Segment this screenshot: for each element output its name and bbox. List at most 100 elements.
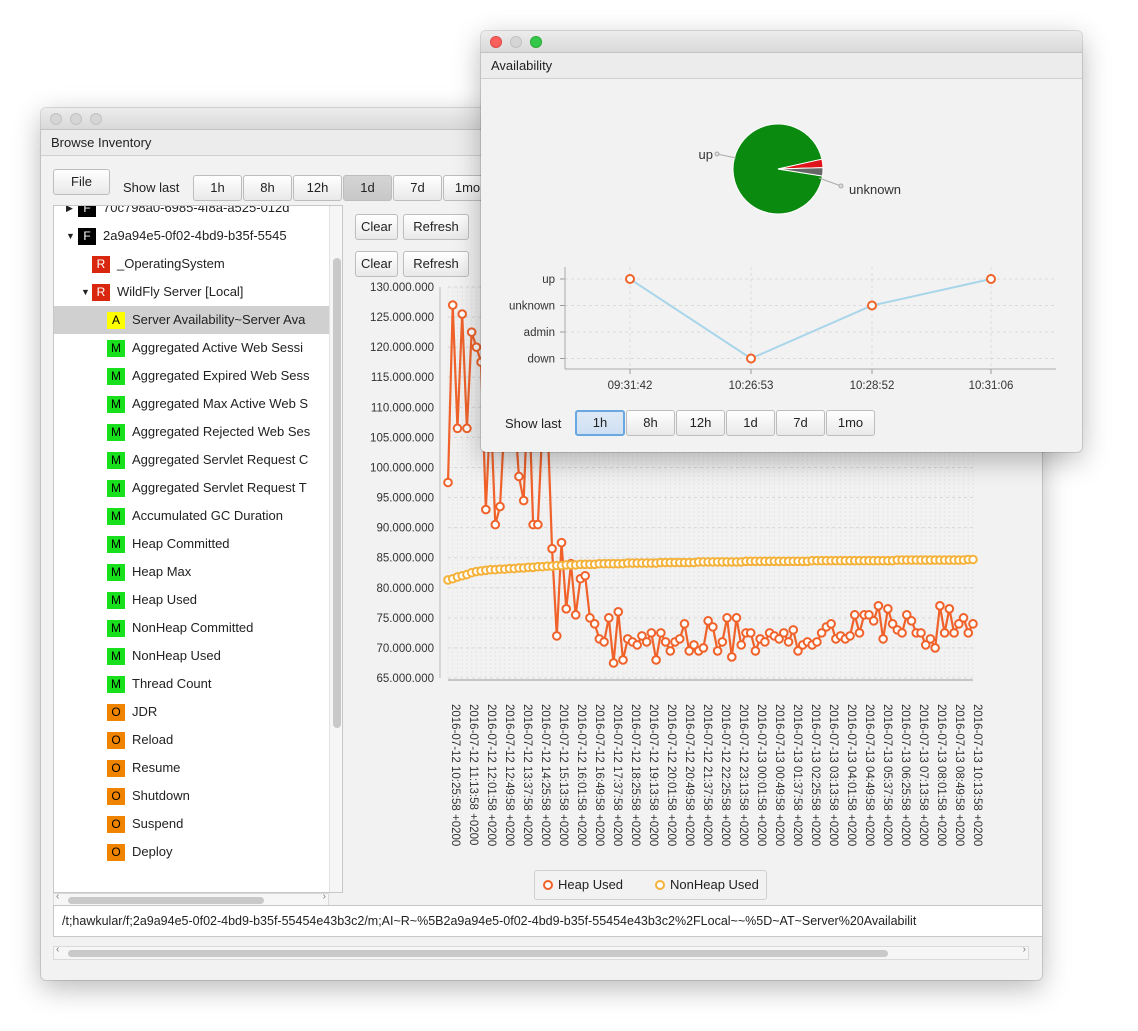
data-point[interactable] — [864, 610, 874, 620]
pie-slice-unknown[interactable] — [777, 167, 824, 177]
data-point[interactable] — [660, 637, 671, 647]
data-point[interactable] — [920, 640, 931, 650]
data-point[interactable] — [954, 619, 964, 629]
availability-point[interactable] — [867, 300, 877, 311]
data-point[interactable] — [878, 634, 888, 644]
data-point[interactable] — [561, 604, 572, 614]
tree-vertical-scrollbar[interactable] — [329, 206, 342, 892]
data-point[interactable] — [854, 628, 865, 638]
disclosure-expanded-icon[interactable]: ▼ — [81, 287, 90, 297]
data-point[interactable] — [585, 613, 595, 623]
scroll-left-arrow-icon[interactable]: ‹ — [56, 891, 60, 902]
data-point[interactable] — [968, 554, 978, 565]
tree-item[interactable]: ▶ F 70c798a0-6985-4f8a-a525-012d — [54, 206, 342, 222]
clear-button[interactable]: Clear — [355, 214, 398, 240]
tree-item[interactable]: M Aggregated Servlet Request T — [54, 474, 342, 502]
data-point[interactable] — [788, 625, 799, 635]
data-point[interactable] — [868, 616, 879, 626]
disclosure-expanded-icon[interactable]: ▼ — [66, 231, 75, 241]
data-point[interactable] — [901, 610, 912, 620]
data-point[interactable] — [618, 655, 628, 665]
file-menu-button[interactable]: File — [53, 169, 110, 195]
data-point[interactable] — [722, 613, 732, 623]
data-point[interactable] — [495, 501, 505, 512]
data-point[interactable] — [589, 619, 600, 629]
data-point[interactable] — [641, 637, 652, 647]
path-horizontal-scrollbar[interactable]: ‹ › — [53, 944, 1029, 960]
data-point[interactable] — [703, 616, 713, 626]
data-point[interactable] — [958, 613, 969, 623]
range-12h-button[interactable]: 12h — [293, 175, 342, 201]
data-point[interactable] — [547, 543, 557, 554]
availability-point[interactable] — [746, 353, 756, 364]
close-button[interactable] — [490, 36, 502, 48]
close-button[interactable] — [50, 113, 62, 125]
data-point[interactable] — [939, 628, 950, 638]
data-point[interactable] — [674, 634, 685, 644]
path-hscroll-thumb[interactable] — [68, 950, 888, 957]
data-point[interactable] — [556, 537, 567, 548]
path-scroll-left-icon[interactable]: ‹ — [56, 944, 60, 955]
data-point[interactable] — [698, 643, 709, 653]
tree-item[interactable]: M NonHeap Committed — [54, 614, 342, 642]
tree-hscroll-thumb[interactable] — [68, 897, 264, 904]
tree-scroll-thumb[interactable] — [333, 258, 341, 728]
data-point[interactable] — [679, 619, 690, 629]
data-point[interactable] — [963, 628, 974, 638]
tree-item[interactable]: M Accumulated GC Duration — [54, 502, 342, 530]
data-point[interactable] — [604, 613, 614, 623]
inventory-tree[interactable]: ▶ F 70c798a0-6985-4f8a-a525-012d ▼ F 2a9a94e5… — [53, 205, 343, 893]
range-1d-button[interactable]: 1d — [726, 410, 775, 436]
minimize-button[interactable] — [70, 113, 82, 125]
data-point[interactable] — [779, 628, 789, 638]
data-point[interactable] — [637, 631, 647, 641]
tree-item[interactable]: R _OperatingSystem — [54, 250, 342, 278]
refresh-button[interactable]: Refresh — [403, 214, 469, 240]
data-point[interactable] — [599, 637, 609, 647]
data-point[interactable] — [457, 309, 467, 319]
scroll-right-arrow-icon[interactable]: › — [322, 891, 326, 902]
tree-item[interactable]: O Deploy — [54, 838, 342, 866]
data-point[interactable] — [580, 570, 590, 581]
data-point[interactable] — [447, 300, 458, 310]
data-point[interactable] — [849, 610, 860, 620]
refresh-button-2[interactable]: Refresh — [403, 251, 469, 277]
tree-item[interactable]: M Heap Used — [54, 586, 342, 614]
clear-button-2[interactable]: Clear — [355, 251, 398, 277]
data-point[interactable] — [518, 495, 529, 506]
tree-item[interactable]: A Server Availability~Server Ava — [54, 306, 342, 334]
data-point[interactable] — [608, 658, 619, 668]
data-point[interactable] — [646, 628, 657, 638]
availability-point[interactable] — [986, 274, 996, 284]
range-1mo-button[interactable]: 1mo — [826, 410, 875, 436]
data-point[interactable] — [783, 637, 794, 647]
data-point[interactable] — [717, 637, 728, 647]
data-point[interactable] — [916, 628, 926, 638]
tree-item[interactable]: O JDR — [54, 698, 342, 726]
data-point[interactable] — [925, 634, 936, 644]
range-12h-button[interactable]: 12h — [676, 410, 725, 436]
tree-item[interactable]: M Aggregated Expired Web Sess — [54, 362, 342, 390]
data-point[interactable] — [897, 628, 907, 638]
data-point[interactable] — [651, 655, 661, 665]
range-1h-button[interactable]: 1h — [575, 410, 625, 436]
data-point[interactable] — [726, 652, 737, 662]
zoom-button[interactable] — [90, 113, 102, 125]
data-point[interactable] — [712, 646, 723, 656]
tree-item[interactable]: O Suspend — [54, 810, 342, 838]
resource-path-field[interactable]: /t;hawkular/f;2a9a94e5-0f02-4bd9-b35f-55… — [53, 905, 1042, 937]
data-point[interactable] — [632, 640, 642, 650]
data-point[interactable] — [883, 604, 893, 614]
data-point[interactable] — [689, 640, 699, 650]
range-8h-button[interactable]: 8h — [626, 410, 675, 436]
tree-item[interactable]: M Thread Count — [54, 670, 342, 698]
data-point[interactable] — [731, 613, 742, 623]
data-point[interactable] — [745, 628, 756, 638]
range-7d-button[interactable]: 7d — [393, 175, 442, 201]
data-point[interactable] — [481, 504, 491, 515]
data-point[interactable] — [613, 607, 624, 617]
tree-item[interactable]: M Aggregated Active Web Sessi — [54, 334, 342, 362]
data-point[interactable] — [471, 342, 482, 352]
data-point[interactable] — [533, 519, 543, 530]
data-point[interactable] — [816, 628, 827, 638]
